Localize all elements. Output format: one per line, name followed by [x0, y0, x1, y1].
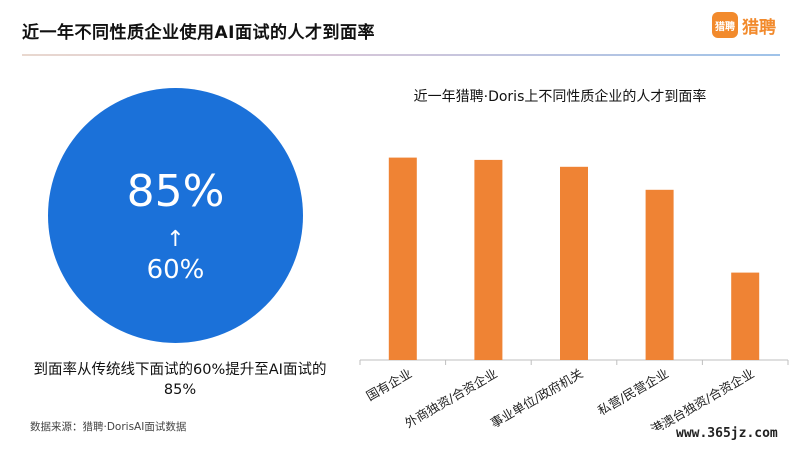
watermark: www.365jz.com [676, 426, 778, 441]
bar [474, 159, 503, 360]
highlight-small-value: 60% [146, 255, 205, 285]
x-tick-label: 私营/民营企业 [595, 366, 671, 419]
x-tick-label: 外商独资/合资企业 [402, 366, 500, 430]
x-tick-label: 国有企业 [363, 366, 414, 404]
highlight-big-value: 85% [126, 166, 225, 217]
page-title: 近一年不同性质企业使用AI面试的人才到面率 [22, 23, 375, 43]
liepin-logo-icon: 猎聘 [712, 12, 738, 38]
bar [560, 166, 588, 360]
highlight-caption: 到面率从传统线下面试的60%提升至AI面试的85% [33, 362, 327, 398]
highlight-circle: 85% ↑ 60% [48, 88, 303, 343]
bar [731, 272, 760, 360]
data-source: 数据来源：猎聘·DorisAI面试数据 [30, 421, 187, 433]
brand-name: 猎聘 [742, 17, 776, 38]
bar [388, 157, 417, 360]
chart-title: 近一年猎聘·Doris上不同性质企业的人才到面率 [413, 89, 707, 105]
bar [645, 189, 674, 360]
arrow-up-icon: ↑ [166, 227, 185, 252]
brand-logo: 猎聘 猎聘 [712, 12, 776, 38]
title-divider [22, 54, 780, 56]
x-tick-label: 事业单位/政府机关 [488, 366, 586, 430]
